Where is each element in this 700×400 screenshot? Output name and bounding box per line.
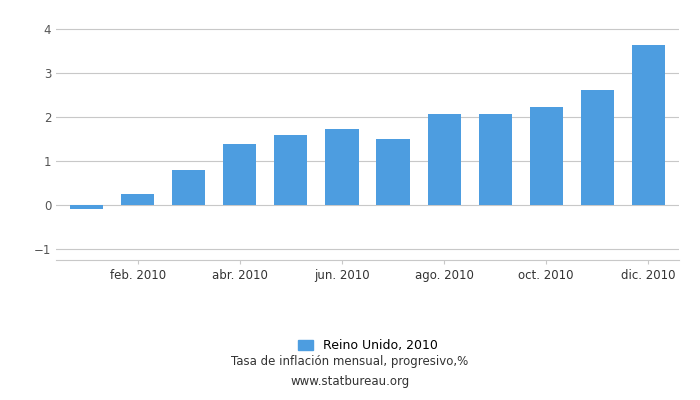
Text: www.statbureau.org: www.statbureau.org [290, 376, 410, 388]
Bar [581, 90, 614, 205]
Bar [172, 170, 205, 205]
Bar [326, 130, 358, 205]
Bar [377, 139, 410, 205]
Bar [223, 144, 256, 205]
Bar [274, 135, 307, 205]
Bar [632, 44, 665, 205]
Bar [530, 106, 563, 205]
Bar [479, 114, 512, 205]
Bar [428, 114, 461, 205]
Bar [70, 205, 103, 210]
Bar [121, 194, 154, 205]
Legend: Reino Unido, 2010: Reino Unido, 2010 [298, 340, 438, 352]
Text: Tasa de inflación mensual, progresivo,%: Tasa de inflación mensual, progresivo,% [232, 356, 468, 368]
